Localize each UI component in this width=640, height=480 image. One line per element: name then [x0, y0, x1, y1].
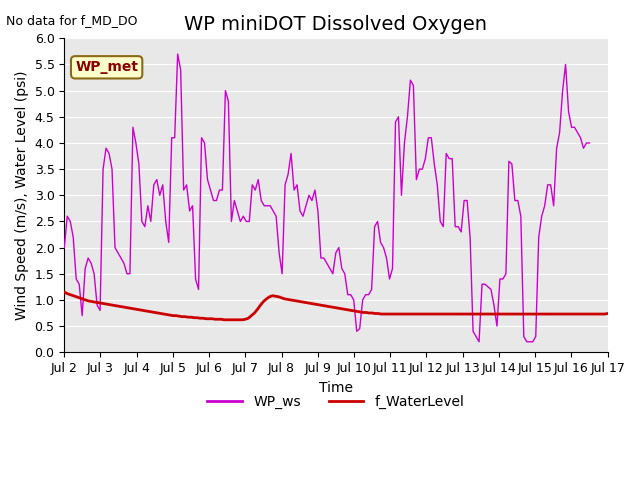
Y-axis label: Wind Speed (m/s), Water Level (psi): Wind Speed (m/s), Water Level (psi) [15, 71, 29, 320]
X-axis label: Time: Time [319, 381, 353, 395]
Legend: WP_ws, f_WaterLevel: WP_ws, f_WaterLevel [202, 389, 470, 414]
Text: WP_met: WP_met [75, 60, 138, 74]
Text: No data for f_MD_DO: No data for f_MD_DO [6, 14, 138, 27]
Title: WP miniDOT Dissolved Oxygen: WP miniDOT Dissolved Oxygen [184, 15, 488, 34]
